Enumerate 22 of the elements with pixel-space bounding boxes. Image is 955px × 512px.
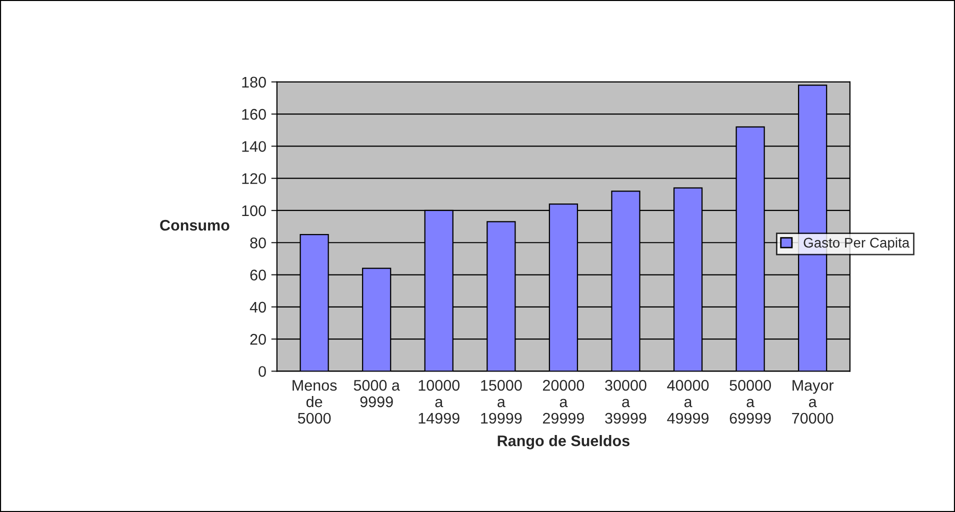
x-tick-label: 10000 a 14999	[418, 380, 460, 424]
y-tick-label: 160	[242, 108, 266, 120]
y-axis-title: Consumo	[160, 220, 230, 231]
y-tick-label: 0	[258, 366, 266, 377]
x-tick-label: 20000 a 29999	[542, 380, 584, 424]
x-tick-label: 50000 a 69999	[730, 380, 771, 424]
x-tick-label: 30000 a 39999	[605, 380, 646, 424]
y-tick-label: 140	[242, 141, 266, 152]
y-tick-label: 40	[250, 302, 266, 313]
x-tick-label: 5000 a 9999	[354, 380, 400, 408]
x-tick-label: Menos de 5000	[292, 380, 337, 424]
x-axis-title: Rango de Sueldos	[498, 435, 630, 450]
x-tick-label: Mayor a 70000	[792, 380, 834, 424]
y-tick-label: 60	[250, 270, 266, 280]
x-tick-label: 40000 a 49999	[667, 380, 709, 424]
y-tick-label: 100	[242, 205, 266, 216]
y-tick-label: 120	[242, 173, 266, 184]
y-tick-label: 180	[242, 76, 266, 88]
y-tick-label: 20	[250, 334, 266, 345]
x-tick-label: 15000 a 19999	[481, 380, 522, 424]
y-tick-label: 80	[250, 238, 266, 248]
legend-label: Gasto Per Capita	[804, 237, 910, 250]
